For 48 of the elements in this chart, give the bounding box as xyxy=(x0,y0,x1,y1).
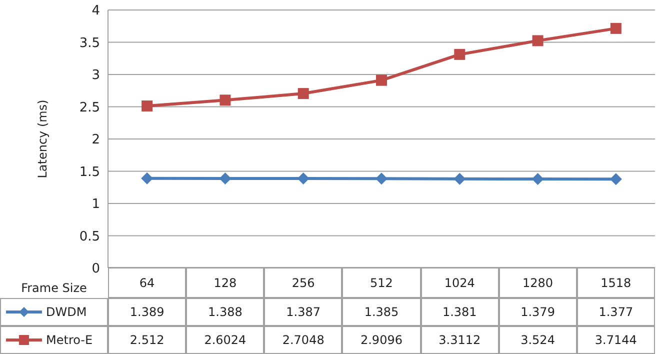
data-label: 1.385 xyxy=(342,298,421,326)
point xyxy=(220,94,231,106)
x-tick-label: 64 xyxy=(108,267,186,298)
point xyxy=(610,22,622,34)
point xyxy=(376,172,388,185)
y-tick-label: 3 xyxy=(92,68,100,84)
y-tick-label: 1 xyxy=(92,197,100,212)
x-tick-label: 1518 xyxy=(576,267,655,298)
point xyxy=(298,88,309,100)
point xyxy=(532,173,544,186)
data-label: 1.377 xyxy=(576,298,655,326)
legend-label: DWDM xyxy=(46,305,87,319)
data-label: 1.381 xyxy=(420,298,499,326)
data-label: 2.7048 xyxy=(264,326,342,354)
data-label: 3.7144 xyxy=(576,326,655,354)
point xyxy=(376,74,387,86)
point xyxy=(532,35,544,46)
y-axis-title: Latency (ms) xyxy=(35,100,50,178)
point xyxy=(142,100,153,112)
y-tick-label: 4 xyxy=(92,4,100,19)
x-tick-label: 128 xyxy=(186,267,264,298)
y-tick-label: 2.5 xyxy=(79,100,100,116)
point xyxy=(610,173,622,186)
y-tick-label: 1.5 xyxy=(79,164,100,180)
point xyxy=(141,172,154,184)
data-label: 2.512 xyxy=(108,326,186,354)
data-label: 2.6024 xyxy=(186,326,264,354)
data-label: 3.524 xyxy=(498,326,577,354)
data-label: 1.389 xyxy=(108,298,186,326)
x-tick-label: 1024 xyxy=(420,267,499,298)
point xyxy=(297,172,310,185)
x-axis-title: Frame Size xyxy=(21,281,87,295)
x-tick-label: 256 xyxy=(264,267,342,298)
legend-label: Metro-E xyxy=(46,333,93,347)
y-tick-label: 0.5 xyxy=(79,229,100,244)
y-tick-label: 3.5 xyxy=(79,36,100,51)
data-label: 1.379 xyxy=(498,298,577,326)
data-label: 2.9096 xyxy=(342,326,421,354)
data-label: 3.3112 xyxy=(420,326,499,354)
point xyxy=(219,172,232,184)
point xyxy=(454,48,466,60)
y-tick-label: 2 xyxy=(92,132,100,148)
data-label: 1.388 xyxy=(186,298,264,326)
data-label: 1.387 xyxy=(264,298,342,326)
x-tick-label: 1280 xyxy=(498,267,577,298)
point xyxy=(454,172,466,185)
x-tick-label: 512 xyxy=(342,267,421,298)
y-tick-label: 0 xyxy=(92,262,100,277)
